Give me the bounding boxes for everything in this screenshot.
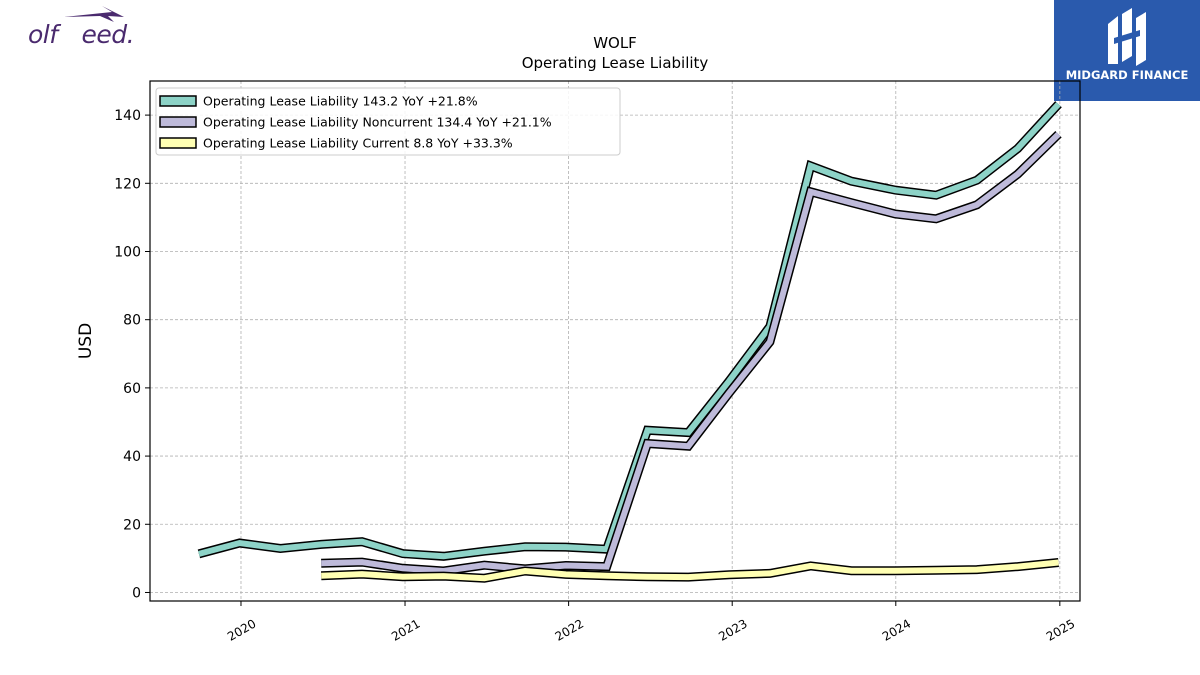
y-tick-label: 0 bbox=[132, 585, 141, 601]
brand-text-a: olf bbox=[28, 20, 58, 49]
brand-wordmark-left: olf eed. bbox=[28, 20, 135, 49]
series-line bbox=[198, 102, 1061, 560]
chart-subtitle: Operating Lease Liability bbox=[522, 54, 709, 72]
legend-box bbox=[155, 87, 621, 156]
series-line bbox=[321, 132, 1061, 575]
y-tick-label: 140 bbox=[114, 108, 141, 124]
y-tick-label: 20 bbox=[123, 517, 141, 533]
wolf-mark-icon bbox=[64, 6, 124, 22]
midgard-emblem-icon bbox=[1108, 8, 1146, 66]
x-tick-label: 2024 bbox=[880, 616, 913, 643]
x-tick-label: 2021 bbox=[389, 616, 422, 643]
brand-name-right: MIDGARD FINANCE bbox=[1065, 68, 1189, 82]
series-3 bbox=[321, 558, 1059, 583]
chart-title: WOLF bbox=[593, 34, 637, 52]
y-tick-label: 100 bbox=[114, 244, 141, 260]
series-line bbox=[321, 559, 1059, 582]
y-tick-label: 60 bbox=[123, 381, 141, 397]
brand-logo-left: olf eed. bbox=[22, 4, 162, 52]
legend-label: Operating Lease Liability Noncurrent 134… bbox=[203, 115, 552, 130]
series-2 bbox=[321, 130, 1062, 576]
x-tick-label: 2020 bbox=[225, 616, 258, 643]
series-1 bbox=[197, 101, 1062, 561]
legend-item: Operating Lease Liability 143.2 YoY +21.… bbox=[159, 94, 478, 109]
series-layer bbox=[197, 101, 1062, 583]
y-tick-label: 40 bbox=[123, 449, 141, 465]
grid bbox=[150, 81, 1080, 601]
series-outline bbox=[321, 130, 1062, 576]
y-tick-label: 120 bbox=[114, 176, 141, 192]
x-tick-label: 2025 bbox=[1044, 616, 1077, 643]
y-axis-label: USD bbox=[76, 323, 96, 359]
legend-swatch bbox=[159, 137, 197, 149]
axes-frame bbox=[149, 80, 1081, 602]
legend: Operating Lease Liability 143.2 YoY +21.… bbox=[155, 87, 621, 156]
x-tick-label: 2023 bbox=[716, 616, 749, 643]
legend-item: Operating Lease Liability Noncurrent 134… bbox=[159, 115, 552, 130]
y-tick-label: 80 bbox=[123, 313, 141, 329]
legend-swatch bbox=[159, 116, 197, 128]
brand-logo-right: MIDGARD FINANCE bbox=[1054, 0, 1200, 101]
legend-swatch bbox=[159, 95, 197, 107]
legend-label: Operating Lease Liability Current 8.8 Yo… bbox=[203, 136, 513, 151]
legend-item: Operating Lease Liability Current 8.8 Yo… bbox=[159, 136, 513, 151]
x-tick-label: 2022 bbox=[553, 616, 586, 643]
legend-label: Operating Lease Liability 143.2 YoY +21.… bbox=[203, 94, 478, 109]
brand-text-b: eed. bbox=[81, 20, 135, 49]
